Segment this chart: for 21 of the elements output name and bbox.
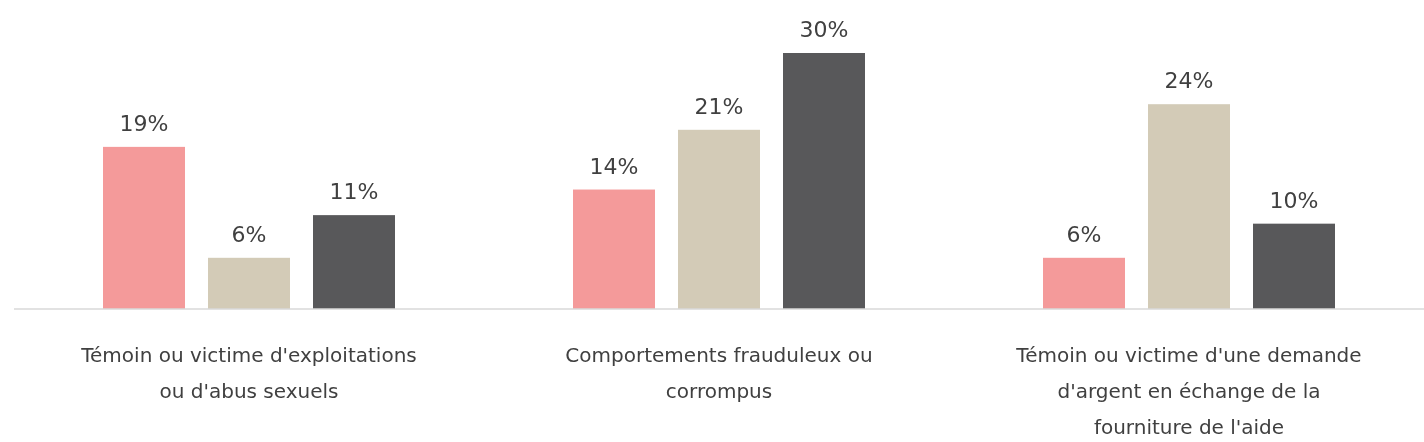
bar [573,189,655,309]
data-label: 10% [1269,187,1319,213]
data-label: 19% [119,110,169,136]
data-label: 24% [1164,68,1214,94]
bar [1253,223,1335,309]
x-tick-label: Témoin ou victime d'une demande d'argent en échange de la fourniture de l'aide [1015,343,1362,439]
bar [313,215,395,309]
x-tick-label: Comportements frauduleux ou corrompus [565,343,873,403]
x-tick-label: Témoin ou victime d'exploitations ou d'abus sexuels [80,343,417,403]
bar [103,146,185,309]
data-label: 6% [231,221,267,247]
data-label: 30% [799,17,849,42]
bar [208,257,290,309]
bar [1043,257,1125,309]
bar [1148,104,1230,309]
bar [678,129,760,309]
data-label: 11% [329,179,379,205]
data-label: 6% [1066,221,1102,247]
data-label: 14% [589,153,639,179]
bar [783,53,865,309]
data-label: 21% [694,93,744,119]
